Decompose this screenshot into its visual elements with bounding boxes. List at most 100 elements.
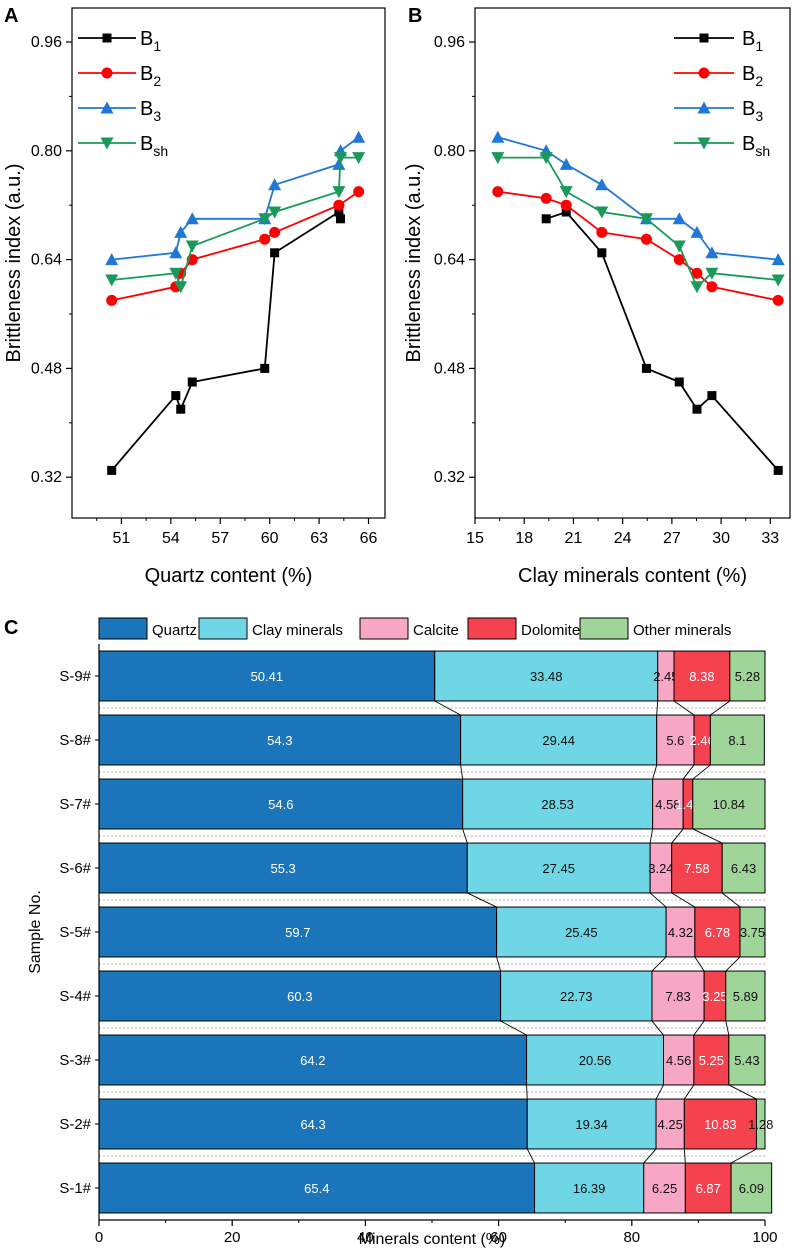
legend-swatch-marker [697, 137, 711, 150]
x-tick-label: 30 [712, 530, 730, 547]
legend-name: B [742, 133, 755, 155]
legend-name: B [742, 63, 755, 85]
y-axis-title: Brittleness index (a.u.) [403, 164, 425, 363]
data-label: 5.25 [699, 1053, 724, 1068]
legend-swatch-marker [100, 137, 114, 150]
bar-row-s-5: 59.7 25.45 4.32 6.78 3.75 [98, 906, 766, 958]
connector-line [655, 1084, 664, 1100]
legend-entry: B2 [742, 63, 763, 89]
series-line [111, 190, 360, 302]
bar-segment-clay-minerals [466, 842, 651, 894]
legend-name: B [742, 98, 755, 120]
y-tick-label: S-1# [59, 1180, 91, 1197]
y-tick-label: 0.32 [434, 469, 465, 486]
y-axis-title: Brittleness index (a.u.) [3, 164, 25, 363]
connector-line [725, 956, 741, 972]
legend-subscript: 3 [755, 108, 763, 124]
legend-entry: Dolomite [521, 622, 580, 639]
bar-segment-quartz [98, 778, 464, 830]
bar-row-s-9: 50.41 33.48 2.45 8.38 5.28 [98, 650, 766, 702]
bar-segment-clay-minerals [526, 1098, 657, 1150]
connector-line [710, 700, 731, 716]
connector-line [671, 892, 696, 908]
data-label: 5.28 [735, 669, 760, 684]
legend-swatch-marker [102, 33, 112, 43]
connector-line [500, 1020, 527, 1036]
bar-segment-calcite [643, 1162, 686, 1214]
data-point [771, 274, 785, 287]
data-point [336, 214, 346, 224]
legend-subscript: 1 [755, 38, 763, 54]
bar-row-s-2: 64.3 19.34 4.25 10.83 1.28 [98, 1098, 773, 1150]
connector-line [434, 700, 461, 716]
bar-row-s-1: 65.4 16.39 6.25 6.87 6.09 [98, 1162, 773, 1214]
y-tick-label: 0.64 [434, 252, 465, 269]
y-tick-label: S-6# [59, 860, 91, 877]
legend-name: B [140, 63, 153, 85]
data-point [176, 404, 186, 414]
data-point [540, 192, 552, 204]
data-point [169, 267, 183, 280]
legend-swatch [467, 617, 517, 640]
data-label: 5.43 [734, 1053, 759, 1068]
data-label: 1.28 [748, 1117, 773, 1132]
legend-subscript: 3 [153, 108, 161, 124]
data-label: 54.6 [268, 797, 293, 812]
bar-segment-quartz [98, 650, 436, 702]
connector-line [682, 764, 695, 780]
data-label: 33.48 [530, 669, 563, 684]
series-b1 [107, 207, 346, 475]
data-label: 4.58 [655, 797, 680, 812]
legend-name: B [140, 28, 153, 50]
panel-b-label: B [408, 5, 422, 27]
data-point [673, 254, 685, 266]
x-tick-label: 0 [95, 1229, 103, 1246]
bar-segment-other-minerals [729, 650, 766, 702]
bar-segment-clay-minerals [500, 970, 653, 1022]
data-point [692, 404, 702, 414]
legend-entry: B1 [742, 28, 763, 54]
legend-swatch-marker [698, 67, 710, 79]
data-point [595, 206, 609, 219]
bar-segment-dolomite [694, 906, 741, 958]
bar-segment-calcite [656, 714, 695, 766]
connector-line [460, 764, 464, 780]
data-point [107, 465, 117, 475]
plot-frame [474, 7, 791, 519]
data-point [334, 152, 348, 165]
connector-line [692, 764, 711, 780]
data-point [185, 212, 199, 225]
data-point [353, 186, 365, 198]
x-tick-label: 80 [623, 1229, 640, 1246]
connector-line [694, 956, 705, 972]
bar-segment-quartz [98, 1162, 536, 1214]
connector-line [683, 1084, 695, 1100]
series-line [111, 136, 360, 261]
data-point [706, 281, 718, 293]
bar-segment-other-minerals [709, 714, 765, 766]
x-tick-label: 100 [752, 1229, 777, 1246]
plot-frame [71, 7, 386, 519]
x-axis-title: Quartz content (%) [145, 565, 313, 587]
data-point [105, 274, 119, 287]
y-tick-label: S-3# [59, 1052, 91, 1069]
legend: Quartz Clay minerals Calcite Dolomite Other … [98, 617, 731, 640]
data-point [174, 281, 188, 294]
bar-segment-other-minerals [755, 1098, 766, 1150]
connector-line [725, 1020, 730, 1036]
connector-line [671, 828, 684, 844]
data-point [597, 248, 607, 258]
data-point [690, 225, 704, 238]
series-bsh [491, 152, 785, 294]
y-tick-label: 0.32 [31, 469, 62, 486]
data-label: 64.3 [300, 1117, 325, 1132]
data-label: 22.73 [560, 989, 593, 1004]
bar-row-s-6: 55.3 27.45 3.24 7.58 6.43 [98, 842, 766, 894]
y-tick-label: S-2# [59, 1116, 91, 1133]
bar-segment-other-minerals [739, 906, 766, 958]
data-label: 60.3 [287, 989, 312, 1004]
data-label: 6.78 [705, 925, 730, 940]
y-tick-label: 0.48 [434, 360, 465, 377]
